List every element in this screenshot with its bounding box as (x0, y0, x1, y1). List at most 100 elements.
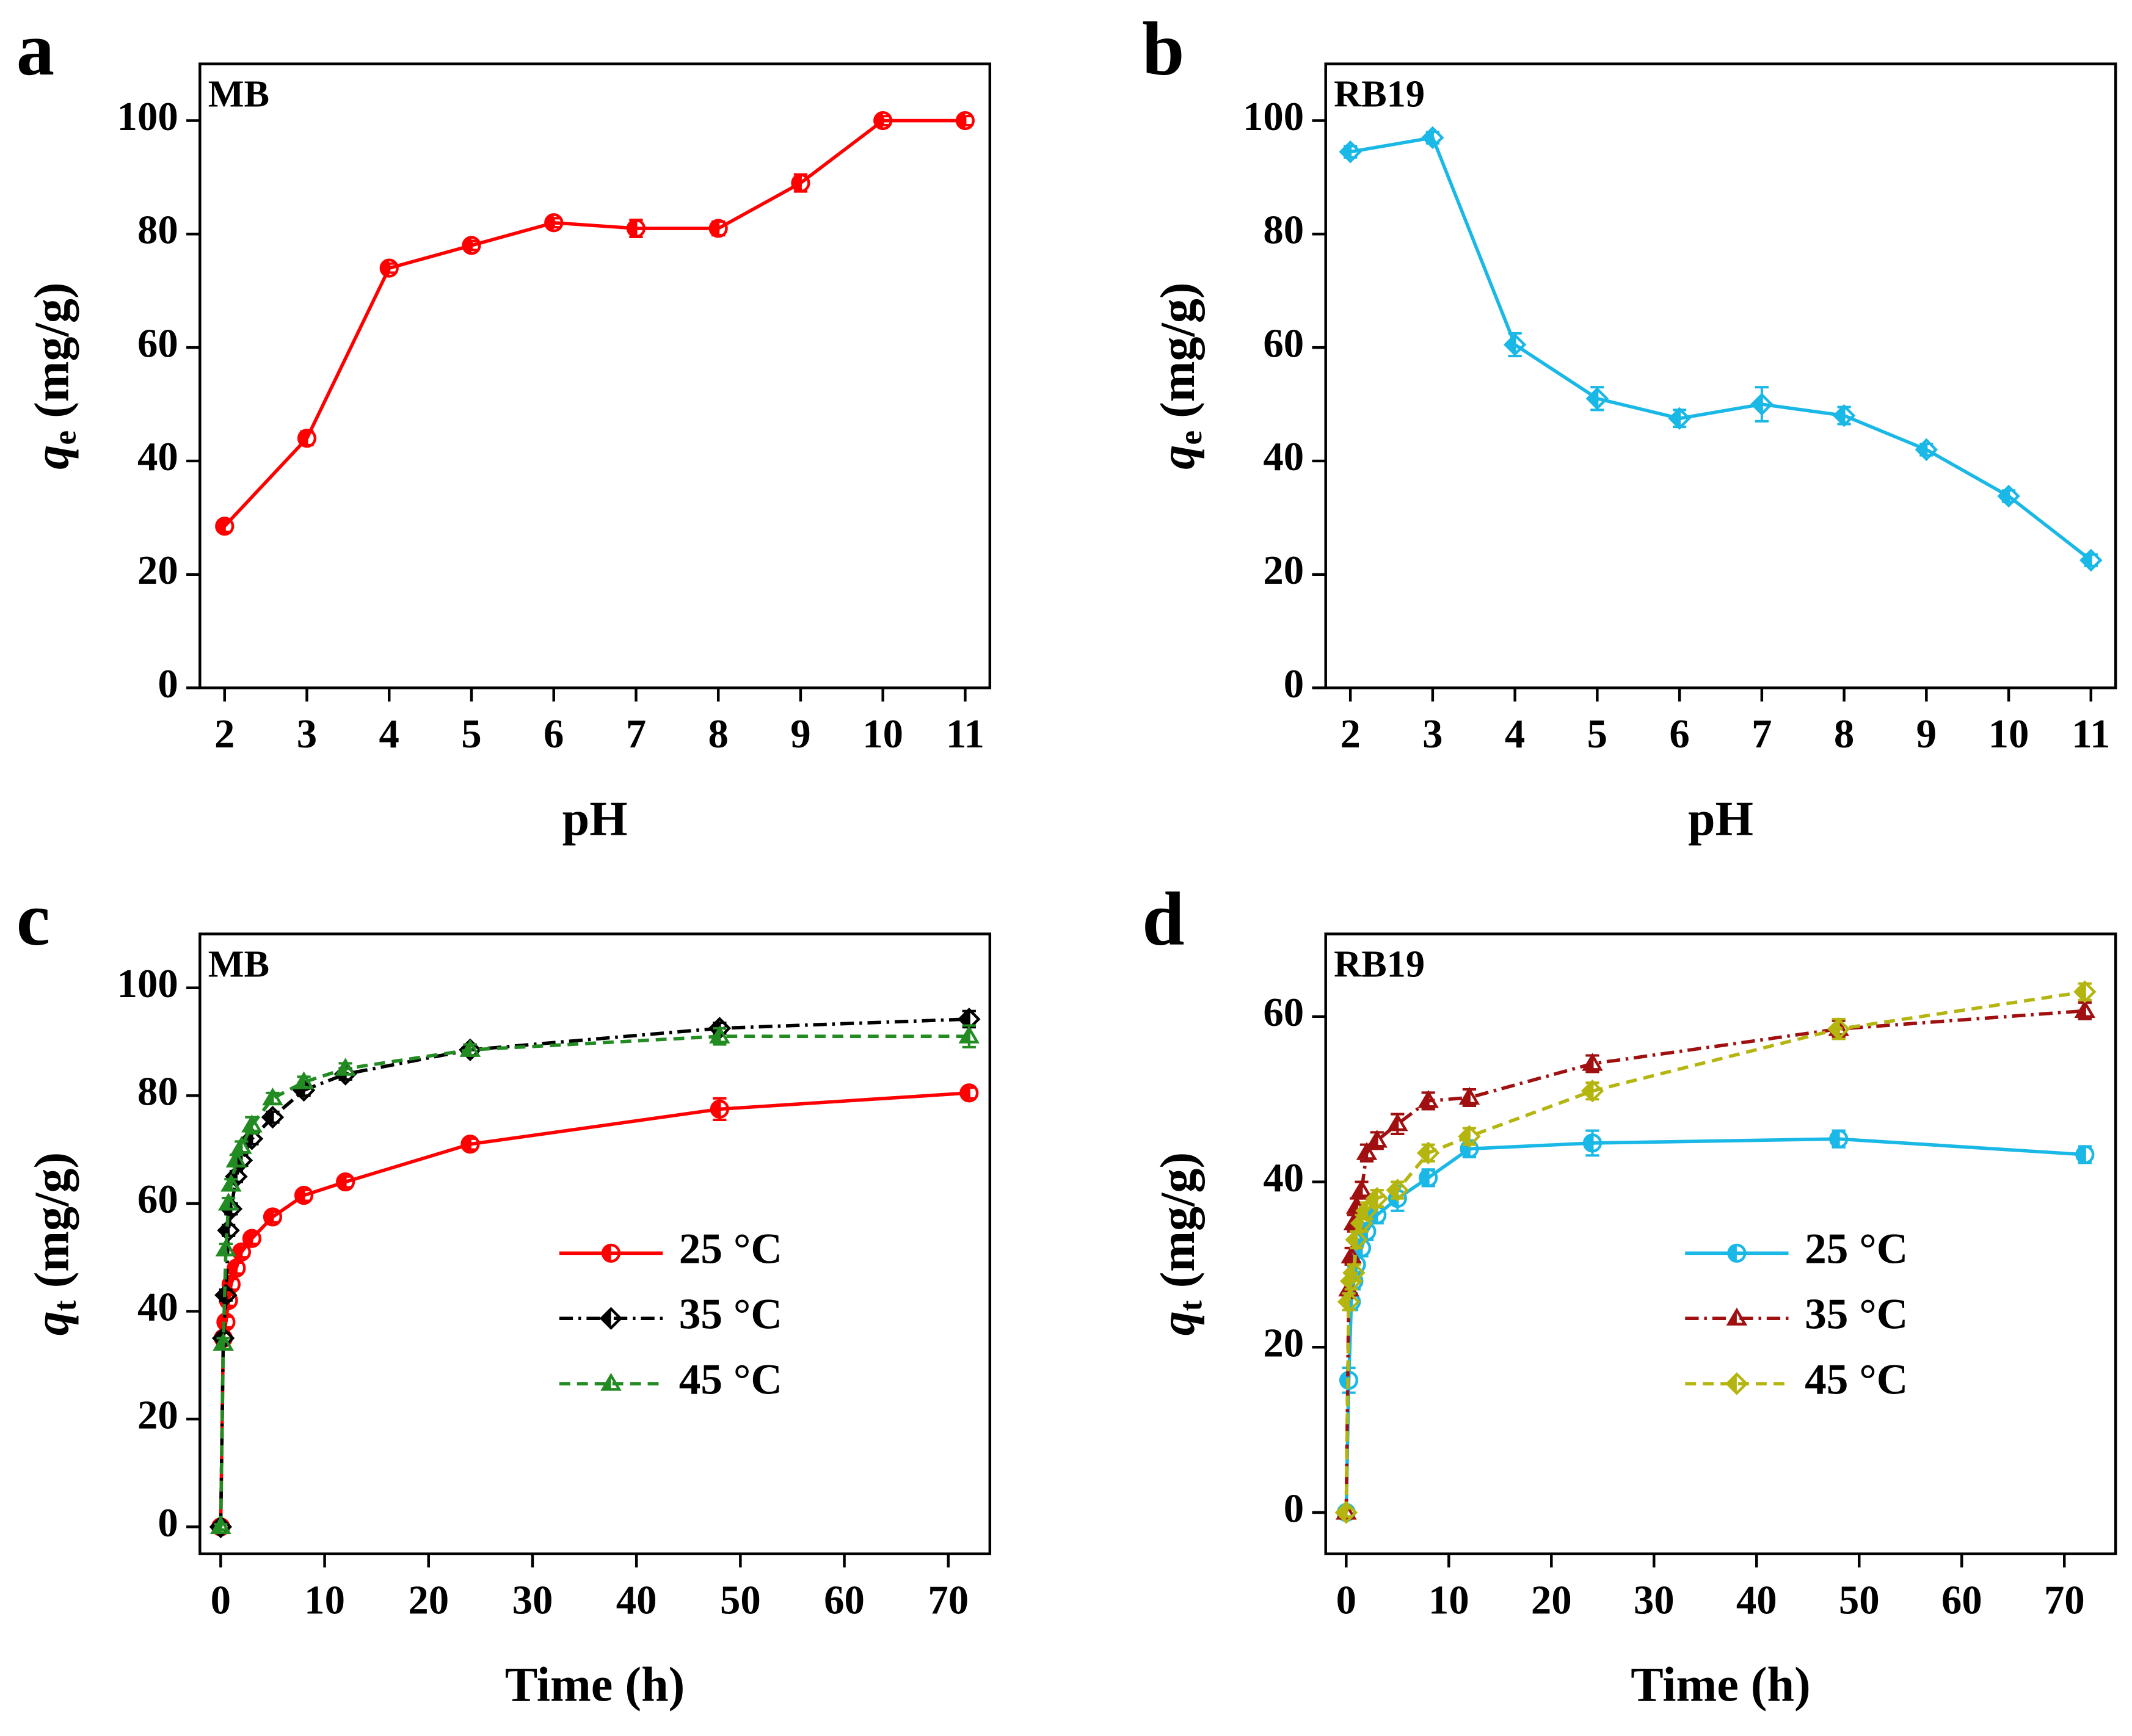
annotation: MB (208, 943, 269, 985)
marker (1337, 1290, 1361, 1313)
marker (242, 1229, 262, 1248)
marker (709, 1025, 730, 1044)
marker (1832, 404, 1856, 427)
y-label-subscript: e (46, 430, 83, 445)
legend-label: 35 °C (679, 1291, 782, 1338)
y-tick-label: 20 (137, 548, 178, 593)
marker (215, 1238, 237, 1257)
x-tick-label: 10 (862, 711, 903, 757)
y-axis-label: qe (mg/g) (1151, 282, 1209, 469)
marker (1727, 1243, 1747, 1263)
x-axis-label: Time (h) (1631, 1658, 1811, 1712)
y-tick-label: 80 (137, 1069, 178, 1114)
marker (1915, 438, 1938, 462)
y-label-symbol: q (26, 1311, 79, 1335)
marker (710, 1099, 729, 1119)
y-tick-label: 0 (1284, 661, 1304, 706)
marker (459, 1038, 482, 1062)
marker (873, 111, 893, 131)
marker-fill (1999, 486, 2009, 506)
x-tick-label: 40 (616, 1577, 657, 1622)
marker (459, 1039, 481, 1057)
legend-label: 45 °C (679, 1356, 782, 1403)
x-tick-label: 10 (304, 1577, 345, 1622)
marker-fill (1752, 394, 1762, 414)
marker (1458, 1086, 1480, 1105)
marker (1582, 1053, 1603, 1071)
marker (791, 173, 810, 193)
x-tick-label: 3 (1422, 711, 1443, 757)
marker (217, 1219, 240, 1242)
x-tick-label: 8 (708, 711, 728, 757)
marker (1421, 126, 1444, 150)
y-label-symbol: q (1151, 445, 1205, 470)
x-tick-label: 5 (461, 711, 481, 757)
x-tick-label: 60 (1941, 1577, 1982, 1622)
series-line (1350, 136, 2092, 562)
marker (294, 1186, 314, 1205)
x-tick-label: 30 (512, 1577, 553, 1622)
marker (599, 1307, 623, 1330)
y-tick-label: 100 (117, 94, 178, 139)
marker-fill (1353, 1182, 1362, 1196)
marker (1997, 484, 2020, 508)
x-tick-label: 60 (824, 1577, 865, 1622)
marker-fill (1423, 128, 1433, 147)
marker (601, 1243, 621, 1263)
marker (2079, 548, 2103, 572)
marker-fill (1345, 1215, 1354, 1229)
y-tick-label: 60 (137, 321, 178, 366)
marker-fill (1344, 1263, 1354, 1283)
x-tick-label: 70 (2044, 1577, 2085, 1622)
x-tick-label: 11 (946, 711, 984, 757)
marker-fill (1460, 1127, 1469, 1146)
y-tick-label: 80 (1263, 208, 1304, 253)
y-label-symbol: q (1151, 1311, 1205, 1335)
marker (959, 1083, 979, 1103)
legend-label: 35 °C (1805, 1291, 1908, 1338)
legend-label: 25 °C (679, 1226, 782, 1273)
plot-frame (198, 932, 992, 1555)
series-line (1344, 1137, 2085, 1513)
x-tick-label: 8 (1834, 711, 1854, 757)
y-label-subscript: e (1172, 430, 1209, 445)
plot-frame (1324, 62, 2117, 689)
marker-fill (1339, 1292, 1349, 1312)
y-label-unit: (mg/g) (26, 1152, 79, 1301)
marker-fill (1419, 1143, 1428, 1163)
y-label-unit: (mg/g) (26, 282, 79, 430)
marker (2075, 1145, 2095, 1164)
x-tick-label: 2 (1340, 711, 1360, 757)
marker-fill (1829, 1019, 1839, 1039)
marker (262, 1087, 283, 1106)
panel-label: b (1142, 7, 1184, 91)
marker (626, 219, 646, 238)
x-tick-label: 7 (626, 711, 646, 757)
y-tick-label: 60 (1263, 990, 1304, 1035)
y-tick-label: 20 (137, 1392, 178, 1437)
marker (460, 1135, 480, 1154)
marker-fill (1388, 1180, 1398, 1200)
x-tick-label: 70 (928, 1577, 969, 1622)
marker (955, 111, 975, 131)
marker-fill (1352, 1213, 1362, 1233)
x-tick-label: 10 (1988, 711, 2029, 757)
marker (462, 236, 481, 255)
marker (958, 1025, 980, 1044)
marker (1668, 407, 1691, 430)
y-tick-label: 20 (1263, 548, 1304, 593)
panel: c MB 0 10 20 30 40 50 60 70 0 20 40 60 80 100 Time (h) qt… (16, 877, 992, 1712)
y-tick-label: 40 (1263, 1155, 1304, 1200)
legend-label: 45 °C (1805, 1356, 1908, 1403)
marker (1582, 1133, 1603, 1153)
marker (1365, 1186, 1389, 1210)
marker (1829, 1129, 1849, 1149)
marker (1339, 140, 1362, 164)
series-line (219, 1034, 969, 1527)
y-tick-label: 40 (1263, 434, 1304, 479)
x-tick-label: 7 (1752, 711, 1772, 757)
marker (215, 517, 235, 536)
marker-fill (1347, 1230, 1357, 1249)
y-tick-label: 0 (158, 1500, 178, 1545)
